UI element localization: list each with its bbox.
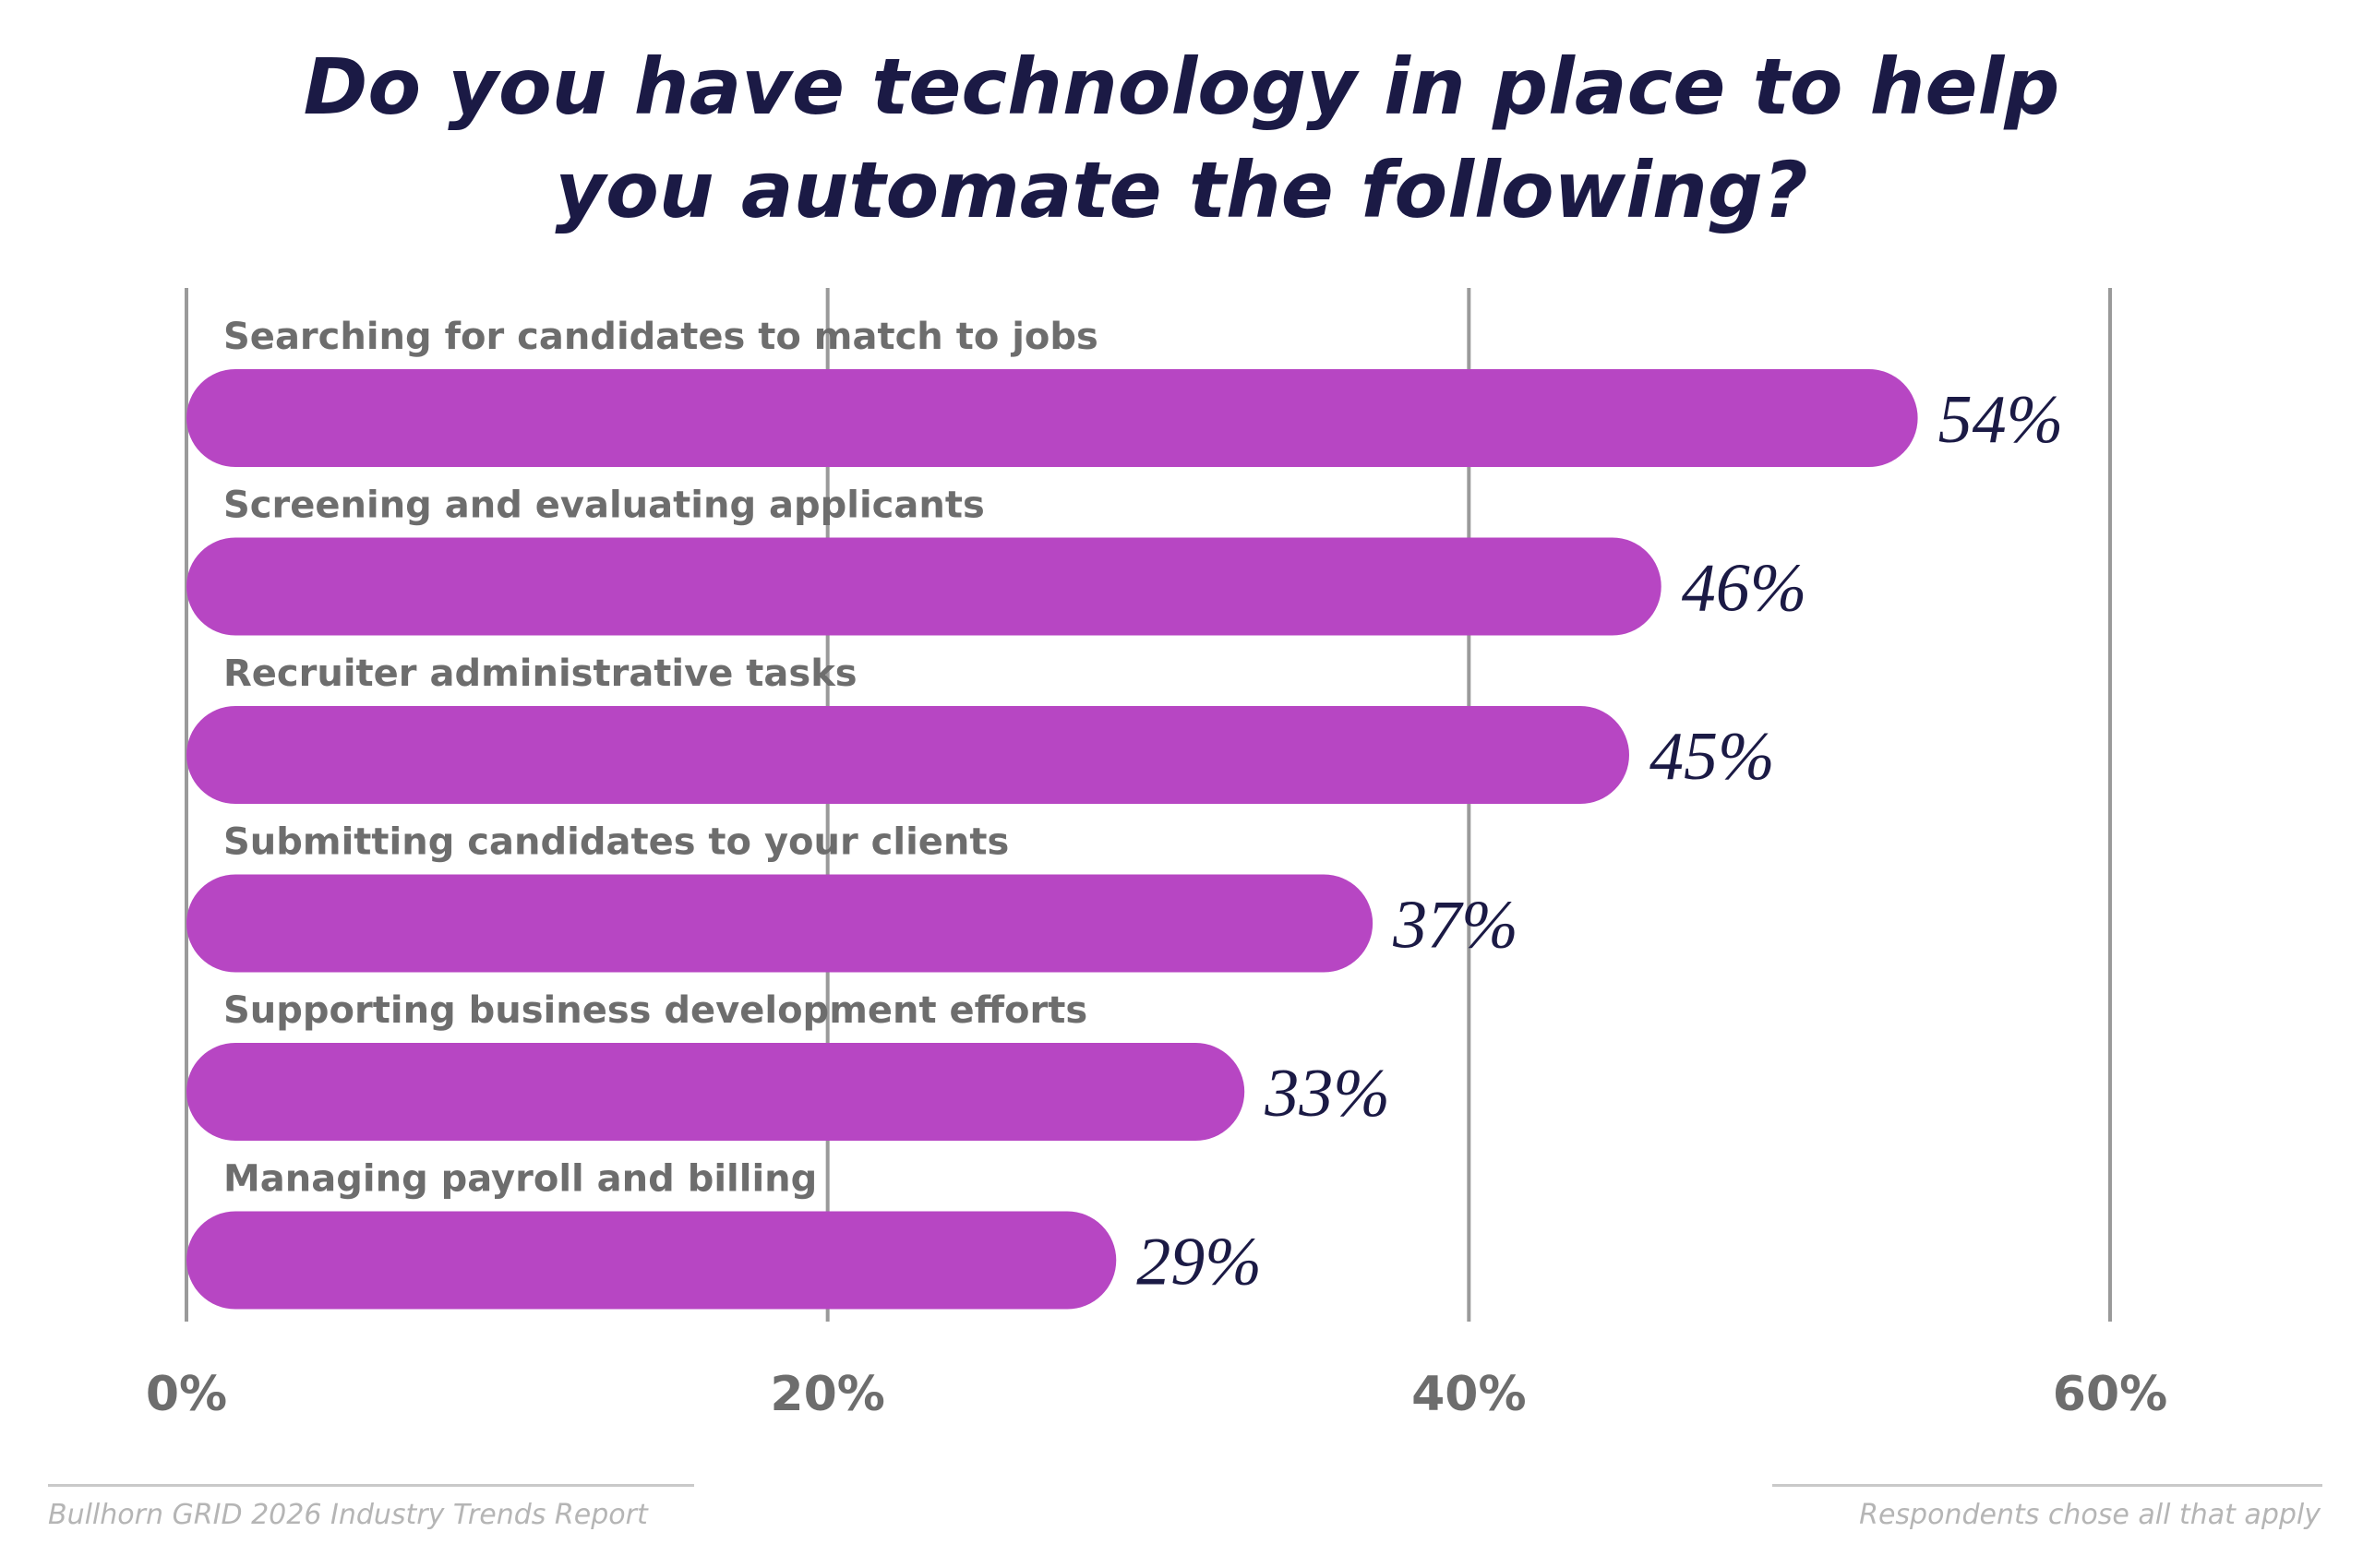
category-label: Searching for candidates to match to job… <box>223 316 1098 358</box>
bar <box>186 369 1918 467</box>
footer-note: Respondents chose all that apply <box>1859 1499 2321 1531</box>
chart-title: Do you have technology in place to help … <box>0 35 2363 242</box>
value-label: 45% <box>1649 719 1775 795</box>
chart-title-line-1: Do you have technology in place to help <box>303 42 2060 132</box>
bars <box>186 369 1918 1310</box>
bar <box>186 874 1373 973</box>
labels: Searching for candidates to match to job… <box>223 316 2063 1300</box>
footer-divider-left <box>48 1484 694 1487</box>
bar <box>186 537 1661 636</box>
category-label: Submitting candidates to your clients <box>223 821 1009 864</box>
x-tick-label: 60% <box>2053 1367 2167 1422</box>
value-label: 54% <box>1938 382 2064 458</box>
category-label: Recruiter administrative tasks <box>223 652 858 695</box>
x-tick-label: 40% <box>1411 1367 1526 1422</box>
value-label: 46% <box>1682 551 1807 627</box>
category-label: Managing payroll and billing <box>223 1158 817 1201</box>
bar <box>186 706 1629 804</box>
value-label: 37% <box>1392 888 1518 964</box>
x-tick-label: 0% <box>146 1367 227 1422</box>
footer-divider-right <box>1772 1484 2322 1487</box>
x-axis-ticks: 0% 20% 40% 60% <box>146 1367 2167 1422</box>
category-label: Supporting business development efforts <box>223 989 1087 1032</box>
value-label: 29% <box>1136 1225 1262 1300</box>
value-label: 33% <box>1264 1056 1390 1131</box>
footer-source: Bullhorn GRID 2026 Industry Trends Repor… <box>48 1499 648 1531</box>
chart-title-line-2: you automate the following? <box>555 145 1808 235</box>
gridlines <box>185 288 2112 1322</box>
x-tick-label: 20% <box>770 1367 884 1422</box>
category-label: Screening and evaluating applicants <box>223 485 985 527</box>
bar <box>186 1043 1245 1141</box>
bar <box>186 1211 1117 1310</box>
